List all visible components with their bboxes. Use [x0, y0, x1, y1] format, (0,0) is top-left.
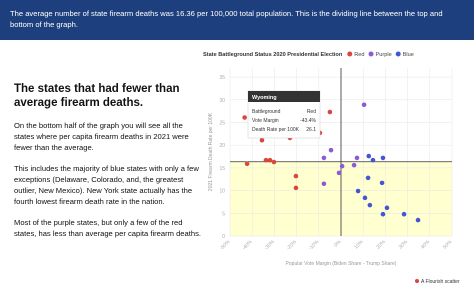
point — [267, 157, 273, 163]
legend-swatch — [347, 51, 353, 57]
point — [367, 202, 373, 208]
point — [271, 159, 277, 165]
tooltip-key: Death Rate per 100K — [252, 127, 300, 133]
x-tick-label: 40% — [420, 239, 432, 251]
legend-label: Blue — [403, 52, 414, 58]
point — [321, 181, 327, 187]
point — [355, 188, 361, 194]
credit: A Flourish scatter — [421, 279, 460, 285]
x-tick-label: 0% — [333, 239, 343, 249]
article: The states that had fewer than average f… — [14, 82, 204, 249]
legend-swatch — [368, 51, 374, 57]
credit-box — [412, 276, 474, 287]
point — [328, 147, 334, 153]
x-axis-title: Popular Vote Margin (Biden Share - Trump… — [286, 261, 397, 267]
y-tick-label: 20 — [219, 143, 225, 149]
y-axis-title: 2021 Firearm Death Rate per 100K — [208, 112, 214, 191]
x-tick-label: -10% — [308, 239, 321, 252]
point — [263, 157, 269, 163]
y-tick-label: 10 — [219, 189, 225, 195]
tooltip-key: Vote Margin — [252, 118, 279, 124]
point — [354, 155, 360, 161]
x-tick-label: -40% — [241, 239, 254, 252]
tooltip-key: Battleground — [252, 109, 281, 115]
tooltip-title: Wyoming — [252, 95, 277, 101]
x-tick-label: 50% — [442, 239, 454, 251]
point — [384, 205, 390, 211]
point — [415, 217, 421, 223]
point — [327, 109, 333, 115]
point — [370, 157, 376, 163]
banner-text: The average number of state firearm deat… — [10, 9, 443, 29]
point — [380, 211, 386, 217]
x-tick-label: 30% — [398, 239, 410, 251]
point — [380, 155, 386, 161]
legend-swatch — [395, 51, 401, 57]
point — [321, 155, 327, 161]
point — [242, 115, 247, 120]
paragraph: Most of the purple states, but only a fe… — [14, 218, 201, 238]
tooltip-header — [248, 91, 320, 102]
paragraph: This includes the majority of blue state… — [14, 164, 199, 206]
x-tick-label: 20% — [375, 239, 387, 251]
paragraph: On the bottom half of the graph you will… — [14, 121, 189, 152]
point — [351, 162, 357, 168]
tooltip-value: 26.1 — [306, 127, 316, 133]
point — [293, 173, 299, 179]
tooltip-value: -43.4% — [300, 118, 316, 124]
y-tick-label: 0 — [222, 234, 225, 240]
point — [362, 195, 368, 201]
tooltip: Wyoming Battleground Red Vote Margin -43.4%D… — [247, 90, 321, 139]
point — [339, 163, 345, 169]
point — [366, 153, 372, 159]
chart-title: State Battleground Status 2020 President… — [203, 52, 343, 58]
point — [361, 102, 367, 108]
point — [259, 137, 265, 143]
y-tick-label: 35 — [219, 75, 225, 81]
legend-label: Purple — [376, 52, 392, 58]
y-tick-label: 25 — [219, 120, 225, 126]
tooltip-value: Red — [307, 109, 316, 115]
x-tick-label: -30% — [263, 239, 276, 252]
point — [244, 161, 250, 167]
point — [336, 170, 342, 176]
point — [293, 185, 299, 191]
x-tick-label: -20% — [286, 239, 299, 252]
point — [365, 175, 371, 181]
y-tick-label: 30 — [219, 98, 225, 104]
x-tick-label: -50% — [219, 239, 232, 252]
y-tick-label: 5 — [222, 211, 225, 217]
credit-icon — [415, 279, 419, 283]
banner: The average number of state firearm deat… — [0, 0, 474, 40]
x-tick-label: 10% — [353, 239, 365, 251]
heading: The states that had fewer than average f… — [14, 83, 180, 109]
y-tick-label: 15 — [219, 166, 225, 172]
legend-label: Red — [354, 52, 364, 58]
point — [401, 211, 407, 217]
point — [379, 180, 385, 186]
